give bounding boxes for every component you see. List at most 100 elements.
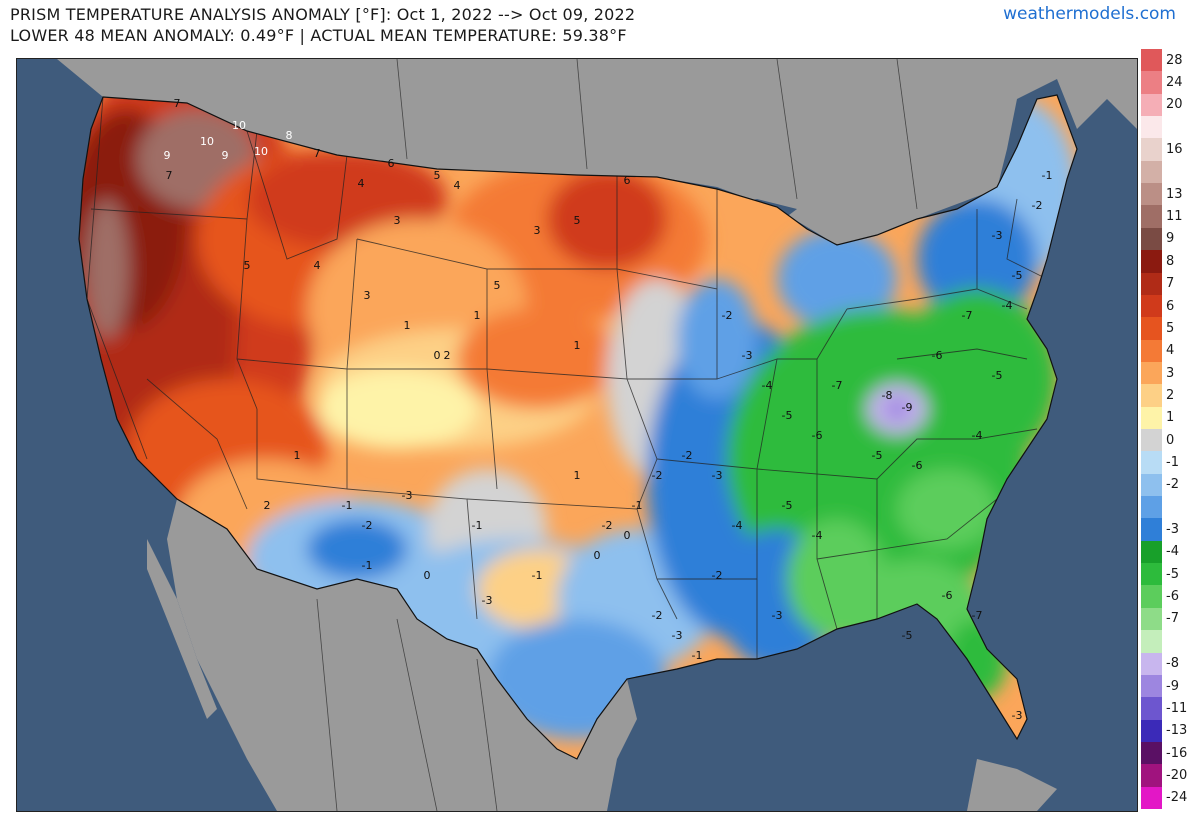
legend-label: 6 [1166,298,1175,314]
anomaly-label: 6 [624,174,631,187]
anomaly-label: -7 [972,609,983,622]
legend-label: -8 [1166,656,1179,672]
legend-swatch [1141,49,1162,72]
legend-label: -24 [1166,790,1188,806]
anomaly-label: 4 [358,177,365,190]
legend-row: -1 [1141,451,1197,474]
anomaly-label: 5 [244,259,251,272]
legend-label: 0 [1166,432,1175,448]
legend-swatch [1141,563,1162,586]
anomaly-label: 8 [286,129,293,142]
legend-swatch [1141,496,1162,519]
anomaly-label: -2 [652,469,663,482]
anomaly-label: -2 [652,609,663,622]
legend-swatch [1141,71,1162,94]
map-header: PRISM TEMPERATURE ANALYSIS ANOMALY [°F]:… [10,4,910,46]
legend-swatch [1141,719,1162,742]
legend-row: -3 [1141,518,1197,541]
legend-row: -11 [1141,697,1197,720]
legend-row [1141,160,1197,184]
anomaly-label: 0 [424,569,431,582]
legend-row: 16 [1141,138,1197,161]
legend-row: 20 [1141,93,1197,117]
anomaly-label: -7 [962,309,973,322]
legend-label: -16 [1166,745,1188,761]
anomaly-label: 4 [454,179,461,192]
legend-swatch [1141,674,1162,698]
legend-swatch [1141,361,1162,385]
legend-swatch [1141,741,1162,765]
legend-row: 6 [1141,294,1197,318]
anomaly-label: -3 [1012,709,1023,722]
legend-row: -16 [1141,741,1197,765]
legend-label: -13 [1166,723,1188,739]
foreign-borders [316,59,918,811]
anomaly-label: 5 [494,279,501,292]
legend-swatch [1141,384,1162,407]
legend-swatch [1141,227,1162,251]
anomaly-label: -5 [782,409,793,422]
legend-swatch [1141,272,1162,295]
anomaly-label: -7 [832,379,843,392]
legend-row: -7 [1141,607,1197,631]
legend-swatch [1141,697,1162,720]
legend-row: -2 [1141,473,1197,497]
legend-label: 16 [1166,142,1183,158]
map-title: PRISM TEMPERATURE ANALYSIS ANOMALY [°F]:… [10,5,636,24]
legend-label: -20 [1166,767,1188,783]
anomaly-label: 0 [594,549,601,562]
legend-label: 20 [1166,97,1183,113]
anomaly-label: -2 [1032,199,1043,212]
anomaly-label: -2 [722,309,733,322]
site-credit[interactable]: weathermodels.com [1003,4,1176,24]
anomaly-label: 3 [394,214,401,227]
legend-row: -5 [1141,563,1197,586]
legend-swatch [1141,429,1162,452]
legend-swatch [1141,183,1162,206]
anomaly-label: -3 [402,489,413,502]
anomaly-label: -2 [682,449,693,462]
anomaly-label: 6 [388,157,395,170]
anomaly-label: -9 [902,401,913,414]
anomaly-label: 1 [404,319,411,332]
anomaly-label: 7 [166,169,173,182]
anomaly-label: 1 [574,339,581,352]
legend-row: 24 [1141,71,1197,94]
anomaly-label: -6 [932,349,943,362]
legend-row [1141,630,1197,653]
legend-swatch [1141,607,1162,631]
legend-label: -9 [1166,678,1179,694]
legend-row [1141,116,1197,139]
legend-row: 8 [1141,250,1197,273]
legend-row: 28 [1141,49,1197,72]
anomaly-label: 1 [474,309,481,322]
anomaly-label: -1 [472,519,483,532]
legend-label: -6 [1166,589,1179,605]
legend-row: 5 [1141,317,1197,340]
anomaly-label: -3 [992,229,1003,242]
legend-row: -8 [1141,652,1197,675]
anomaly-label: -6 [912,459,923,472]
legend-swatch [1141,250,1162,273]
legend-label: 3 [1166,365,1175,381]
legend-swatch [1141,540,1162,564]
anomaly-label: -4 [762,379,773,392]
anomaly-label: 9 [222,149,229,162]
baja-land [147,539,217,719]
state-borders [86,96,1048,659]
legend-swatch [1141,160,1162,184]
legend-label: 24 [1166,75,1183,91]
anomaly-label: -1 [692,649,703,662]
legend-row: 1 [1141,406,1197,429]
legend-swatch [1141,630,1162,653]
legend-row: 2 [1141,384,1197,407]
legend-swatch [1141,764,1162,787]
anomaly-label: 2 [264,499,271,512]
anomaly-label: -3 [712,469,723,482]
legend-row: -24 [1141,786,1197,809]
anomaly-label: -6 [812,429,823,442]
anomaly-map: 7 10 8 7 9 10 10 9 7 6 4 5 4 3 6 3 5 5 4 3 5 2 1 1 0 1 -1 -2 -3 -1 -2 0… [16,58,1138,812]
anomaly-label: 7 [314,147,321,160]
legend-label: 9 [1166,231,1175,247]
legend-swatch [1141,451,1162,474]
